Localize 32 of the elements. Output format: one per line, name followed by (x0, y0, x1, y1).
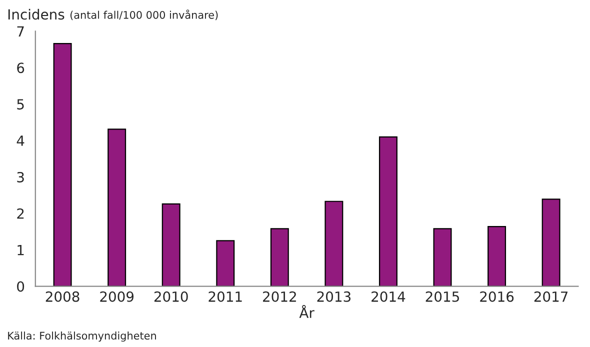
bar (162, 203, 180, 286)
bar (542, 198, 560, 286)
bar (378, 136, 398, 286)
y-tick-label: 5 (17, 99, 24, 110)
x-tick-label: 2011 (208, 291, 242, 302)
y-tick-label: 2 (17, 208, 24, 219)
x-tick-label: 2017 (534, 291, 568, 302)
y-tick-label: 4 (16, 136, 24, 146)
y-tick-label: 6 (17, 62, 24, 74)
x-tick-label: 2016 (480, 291, 514, 302)
text: Källa: Folkhälsomyndigheten (8, 332, 156, 342)
y-tick-label: 1 (18, 244, 24, 256)
bar (270, 228, 289, 286)
x-tick-label: 2010 (154, 291, 188, 302)
bar (433, 228, 452, 286)
chart-title: Incidens (8, 8, 64, 20)
x-axis-title: År (299, 305, 314, 318)
chart-subtitle: (antal fall/100 000 invånare) (70, 10, 218, 20)
bar (108, 128, 126, 286)
bar (216, 240, 235, 286)
x-tick-label: 2015 (426, 291, 459, 302)
y-tick-label: 0 (17, 281, 24, 292)
bar (53, 43, 72, 286)
x-tick-label: 2012 (263, 291, 296, 302)
bar (488, 226, 506, 286)
y-tick-label: 7 (17, 26, 24, 37)
x-tick-label: 2008 (46, 291, 80, 302)
x-tick-label: 2013 (317, 291, 350, 302)
y-tick-label: 3 (17, 172, 24, 182)
bar (324, 200, 344, 286)
x-tick-label: 2009 (100, 291, 134, 302)
x-tick-label: 2014 (372, 291, 406, 302)
